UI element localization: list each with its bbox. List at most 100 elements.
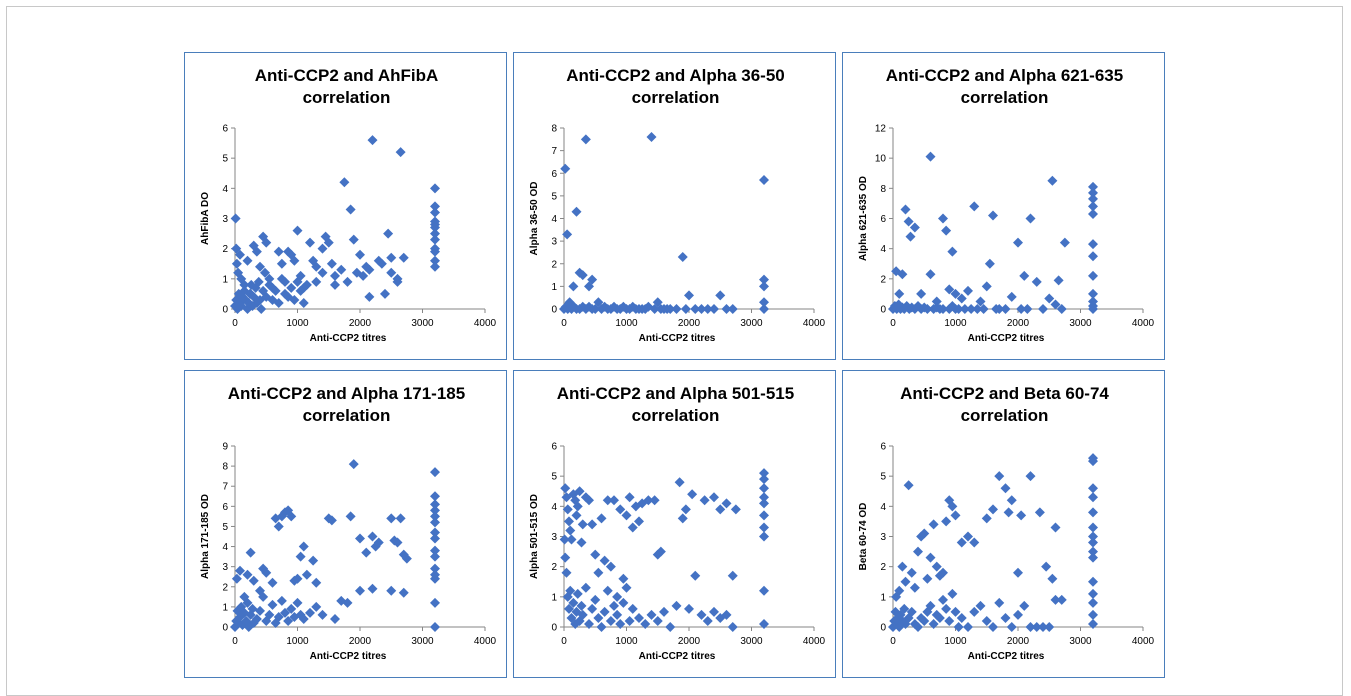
data-point [972,304,983,314]
y-axis-title: Alpha 171-185 OD [200,494,211,579]
data-point [311,276,322,287]
data-point [759,175,769,186]
data-point [1088,609,1098,620]
data-point [430,505,440,516]
data-point [273,297,284,308]
data-point [1088,552,1098,563]
x-axis-title: Anti-CCP2 titres [310,651,387,662]
y-tick-label: 0 [222,305,228,316]
data-point [903,480,914,491]
data-point [251,246,262,257]
scatter-chart-ahfiba: Anti-CCP2 and AhFibA correlation 0 1 2 3 4 5 6 0 1… [200,66,497,344]
chart-title-line: Anti-CCP2 and Alpha 171-185 [228,384,465,403]
data-point [956,537,967,548]
y-tick-label: 6 [551,442,557,453]
data-point [559,534,570,545]
data-point [264,279,275,290]
y-tick-label: 1 [222,274,228,285]
x-tick-label: 2000 [1007,318,1030,329]
data-point [1050,594,1061,605]
data-point [295,551,306,562]
data-point [1034,507,1045,518]
data-point [305,607,315,618]
data-point [944,615,955,626]
data-point [317,609,328,620]
data-point [928,519,939,530]
data-point [624,492,635,503]
data-point [355,533,365,544]
data-point [969,201,980,212]
data-point [1088,576,1098,587]
data-point [430,246,440,257]
data-point [593,612,604,623]
data-point [727,622,738,632]
data-point [988,622,998,632]
data-point [587,519,598,530]
data-point [1031,622,1042,632]
data-point [953,622,964,632]
data-point [323,513,334,524]
data-point [1047,175,1058,186]
data-point [1056,594,1067,605]
data-point [593,567,604,578]
y-tick-label: 3 [880,532,886,543]
data-point [903,216,914,227]
data-point [560,483,571,494]
data-point [652,549,663,560]
data-point [897,269,908,280]
x-axis-title: Anti-CCP2 titres [310,333,387,344]
data-point [1041,561,1052,572]
x-tick-label: 2000 [1007,636,1030,647]
data-point [919,615,930,626]
data-point [355,585,365,596]
data-point [759,304,769,314]
data-point [339,177,350,188]
y-tick-label: 12 [875,124,887,135]
data-point [956,612,967,623]
data-point [255,261,265,272]
data-point [727,304,738,314]
data-point [1088,618,1098,629]
data-point [1013,609,1023,620]
data-point [1025,622,1036,632]
data-point [292,276,303,287]
data-point [308,555,319,566]
data-point [386,585,397,596]
data-point [721,498,732,509]
x-tick-label: 1000 [286,318,309,329]
data-point [283,615,294,626]
data-point [395,147,406,158]
data-point [380,288,390,299]
data-point [255,605,265,616]
data-point [289,294,300,305]
y-tick-label: 4 [880,244,886,255]
data-point [1088,588,1098,599]
x-tick-label: 0 [232,318,238,329]
chart-panel-ahfiba: Anti-CCP2 and AhFibA correlation 0 1 2 3 4 5 6 0 1… [184,52,507,360]
data-point [1053,275,1064,286]
data-point [270,285,281,296]
data-point [1019,600,1030,611]
data-point [994,597,1005,608]
data-point [267,294,278,305]
data-point [690,570,701,581]
data-point [367,583,378,594]
data-point [1088,304,1098,314]
data-point [239,607,250,618]
y-tick-label: 3 [222,214,228,225]
data-point [247,603,258,614]
data-point [280,607,290,618]
data-point [430,499,440,510]
data-point [572,501,583,512]
data-point [239,279,250,290]
data-point [261,567,272,578]
data-point [355,249,365,260]
x-tick-label: 1000 [944,636,967,647]
data-point [759,281,769,292]
data-point [1088,531,1098,542]
y-axis-title: Alpha 501-515 OD [529,494,540,579]
data-point [565,585,576,596]
y-tick-label: 7 [222,482,228,493]
y-tick-label: 0 [880,305,886,316]
data-point [577,519,588,530]
